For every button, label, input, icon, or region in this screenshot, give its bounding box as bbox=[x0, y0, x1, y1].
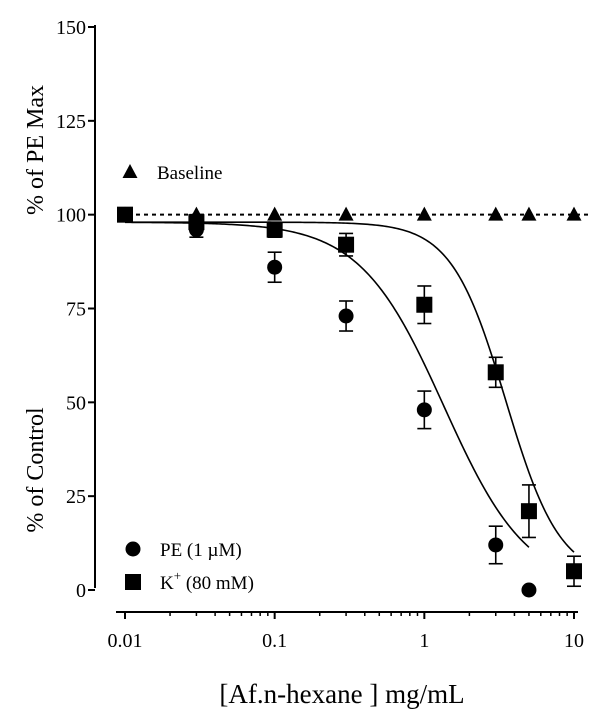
x-tick-label: 0.1 bbox=[262, 630, 287, 652]
legend-label: Baseline bbox=[157, 163, 222, 184]
legend-label: PE (1 µM) bbox=[160, 540, 242, 561]
y-tick-label: 25 bbox=[66, 486, 86, 508]
circle-data-point bbox=[338, 308, 354, 324]
legend: Baseline PE (1 µM) K+ (80 mM) bbox=[122, 163, 254, 594]
fit-curve bbox=[125, 221, 530, 548]
triangle-data-point bbox=[521, 206, 537, 221]
x-tick-label: 10 bbox=[564, 630, 584, 652]
legend-circle-icon bbox=[125, 541, 141, 557]
legend-label-text: K bbox=[160, 573, 174, 594]
fit-curves bbox=[125, 221, 575, 553]
square-data-point bbox=[188, 214, 205, 231]
legend-label-text: Baseline bbox=[157, 163, 222, 184]
legend-triangle-icon bbox=[122, 164, 138, 178]
circle-data-point bbox=[267, 259, 283, 275]
y-tick-label: 75 bbox=[66, 299, 86, 321]
circle-data-point bbox=[416, 402, 432, 418]
tick-group: 0 25 50 75 100 125 150 0.01 0.1 1 10 bbox=[56, 17, 584, 652]
legend-label-sup: + bbox=[174, 568, 181, 583]
y-axis-label-upper: % of PE Max bbox=[23, 85, 49, 215]
triangle-data-point bbox=[416, 206, 432, 221]
y-tick-label: 100 bbox=[56, 205, 86, 227]
axes bbox=[94, 25, 578, 613]
circle-data-point bbox=[488, 537, 504, 553]
y-tick-label: 150 bbox=[56, 17, 86, 39]
triangle-data-point bbox=[338, 206, 354, 221]
fit-curve bbox=[125, 221, 575, 553]
x-axis-label: [Af.n-hexane ] mg/mL bbox=[219, 679, 464, 709]
square-data-point bbox=[566, 563, 582, 580]
triangle-data-point bbox=[267, 206, 283, 221]
legend-square-icon bbox=[125, 574, 141, 590]
legend-label-after: (80 mM) bbox=[181, 573, 254, 594]
square-data-point bbox=[338, 236, 355, 253]
square-data-point bbox=[117, 206, 133, 223]
data-markers bbox=[117, 206, 582, 598]
legend-label: K+ (80 mM) bbox=[160, 568, 254, 594]
y-axis-label-lower: % of Control bbox=[23, 407, 49, 533]
x-tick-label: 0.01 bbox=[108, 630, 143, 652]
square-data-point bbox=[416, 296, 433, 313]
square-data-point bbox=[520, 503, 537, 520]
circle-data-point bbox=[521, 582, 537, 598]
triangle-data-point bbox=[488, 206, 504, 221]
y-tick-label: 50 bbox=[66, 392, 86, 414]
square-data-point bbox=[487, 364, 504, 381]
x-tick-label: 1 bbox=[419, 630, 429, 652]
square-data-point bbox=[266, 221, 283, 238]
legend-label-text: PE (1 µM) bbox=[160, 540, 242, 561]
triangle-data-point bbox=[566, 206, 582, 221]
error-bars bbox=[189, 213, 581, 588]
y-tick-label: 125 bbox=[56, 111, 86, 133]
y-tick-label: 0 bbox=[76, 580, 86, 602]
